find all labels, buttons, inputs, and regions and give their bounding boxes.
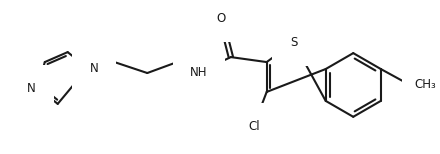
Text: CH₃: CH₃ — [414, 78, 436, 91]
Text: S: S — [290, 36, 297, 49]
Text: NH: NH — [190, 65, 208, 79]
Text: O: O — [216, 12, 226, 25]
Text: N: N — [90, 62, 98, 75]
Text: N: N — [27, 82, 36, 95]
Text: Cl: Cl — [248, 120, 260, 133]
